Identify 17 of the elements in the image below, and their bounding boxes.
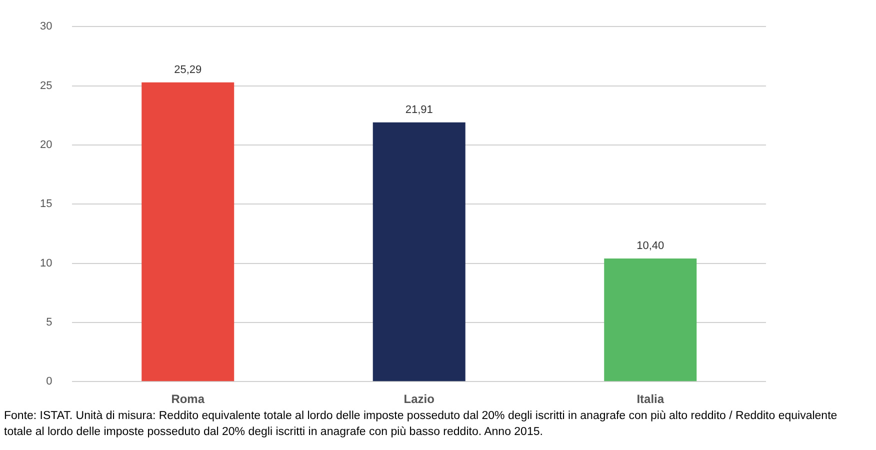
y-tick-label: 15 [40, 198, 52, 210]
y-tick-label: 20 [40, 138, 52, 151]
y-tick-label: 30 [40, 20, 52, 33]
data-label: 10,40 [636, 240, 664, 252]
source-note: Fonte: ISTAT. Unità di misura: Reddito equivalente totale al lordo delle imposte posseduto dal 20% degli iscritti in anagrafe con più alto reddito / Reddito equivalente totale al lordo delle imposte posseduto dal 20% degli iscritti in anagrafe con più basso reddito. Anno 2015. [4, 409, 838, 440]
y-tick-label: 0 [46, 376, 52, 388]
y-tick-label: 10 [40, 257, 52, 270]
y-tick-label: 25 [40, 80, 52, 92]
y-tick-label: 5 [46, 316, 52, 328]
bar [142, 82, 234, 382]
bar [372, 122, 466, 382]
x-tick-label: Lazio [404, 392, 434, 406]
x-tick-label: Italia [636, 392, 664, 406]
x-tick-label: Roma [171, 392, 205, 406]
bar [604, 258, 697, 382]
data-label: 21,91 [405, 104, 433, 116]
data-label: 25,29 [174, 64, 202, 76]
